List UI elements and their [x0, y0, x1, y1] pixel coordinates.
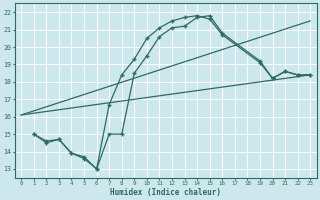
- X-axis label: Humidex (Indice chaleur): Humidex (Indice chaleur): [110, 188, 221, 197]
